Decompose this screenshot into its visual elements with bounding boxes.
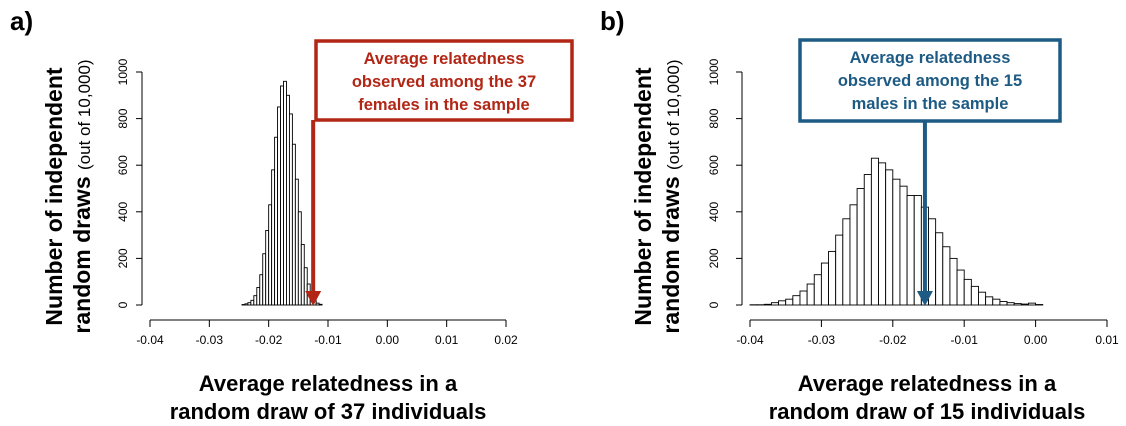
y-axis-label-line1: Number of independent <box>630 67 656 325</box>
histogram-bar <box>835 234 844 306</box>
annotation-text: Average relatedness <box>364 50 525 68</box>
histogram-bar <box>942 246 951 306</box>
x-tick-label: -0.04 <box>136 333 164 347</box>
x-tick-label: -0.03 <box>808 333 836 347</box>
histogram-bar <box>842 218 851 306</box>
annotation-text: females in the sample <box>358 96 530 114</box>
histogram-bar <box>978 291 987 306</box>
histogram-bar <box>820 262 829 306</box>
x-tick-label: -0.01 <box>314 333 342 347</box>
histogram-bar <box>856 188 865 306</box>
histogram-bar <box>799 290 808 306</box>
annotation-text: observed among the 15 <box>838 72 1022 90</box>
x-tick-label: -0.02 <box>879 333 907 347</box>
histogram-bar <box>949 257 958 306</box>
y-tick-label: 600 <box>116 155 130 175</box>
x-tick-label: -0.01 <box>951 333 979 347</box>
histogram-bar <box>970 285 979 306</box>
y-tick-label: 0 <box>116 301 130 308</box>
annotation-text: males in the sample <box>852 95 1009 113</box>
histogram-bar <box>992 298 1001 306</box>
y-axis-label-line2: random draws (out of 10,000) <box>69 59 95 333</box>
annotation-text: observed among the 37 <box>352 73 536 91</box>
x-tick-label: 0.02 <box>494 333 518 347</box>
histogram-bar <box>878 162 887 306</box>
histogram-bar <box>785 298 794 306</box>
panel-label: a) <box>10 6 33 36</box>
y-tick-label: 1000 <box>707 58 721 85</box>
y-tick-label: 0 <box>707 301 721 308</box>
histogram-bar <box>778 300 787 306</box>
x-tick-label: 0.01 <box>1095 333 1119 347</box>
y-tick-label: 400 <box>707 201 721 221</box>
histogram-bar <box>863 174 872 306</box>
y-tick-label: 800 <box>707 108 721 128</box>
x-axis-label-line1: Average relatedness in a <box>199 371 458 396</box>
y-tick-label: 400 <box>116 201 130 221</box>
histogram-bar <box>956 269 965 306</box>
y-axis-label-line1: Number of independent <box>41 67 67 325</box>
y-tick-label: 800 <box>116 108 130 128</box>
histogram-bar <box>849 204 858 306</box>
x-tick-label: -0.03 <box>196 333 224 347</box>
x-tick-label: -0.04 <box>736 333 764 347</box>
histogram-bar <box>892 178 901 306</box>
annotation-arrow-head <box>916 291 933 306</box>
histogram-bar <box>806 283 815 306</box>
y-tick-label: 200 <box>707 248 721 268</box>
panel-a: a) Number of independent random draws (out… <box>10 6 574 424</box>
annotation-arrow-head <box>305 291 322 306</box>
x-tick-label: 0.01 <box>435 333 459 347</box>
histogram-bar <box>935 232 944 306</box>
histogram-bar <box>885 169 894 306</box>
x-tick-label: 0.00 <box>1024 333 1048 347</box>
panel-b: b) Number of independent random draws (out… <box>600 6 1119 424</box>
annotation-text: Average relatedness <box>850 49 1011 67</box>
histogram-bar <box>985 296 994 306</box>
histogram-bar <box>963 278 972 306</box>
y-tick-label: 200 <box>116 248 130 268</box>
histogram-bar <box>1006 302 1015 306</box>
annotation-box <box>798 38 1062 123</box>
histogram-bar <box>763 303 772 306</box>
x-axis-label-line2: random draw of 37 individuals <box>170 399 487 424</box>
y-axis-label-line2: random draws (out of 10,000) <box>658 59 684 333</box>
x-axis-label-line1: Average relatedness in a <box>798 371 1057 396</box>
y-tick-label: 600 <box>707 155 721 175</box>
y-tick-label: 1000 <box>116 58 130 85</box>
histogram-bar <box>1020 303 1029 306</box>
histogram-bar <box>318 303 323 306</box>
annotation-box <box>314 39 574 122</box>
x-tick-label: -0.02 <box>255 333 283 347</box>
panel-label: b) <box>600 6 625 36</box>
histogram-bar <box>813 274 822 306</box>
histogram-bar <box>899 185 908 306</box>
histogram-bar <box>1013 303 1022 306</box>
histogram-bar <box>999 301 1008 306</box>
histogram-bar <box>870 157 879 306</box>
x-axis-label-line2: random draw of 15 individuals <box>769 399 1086 424</box>
histogram-bar <box>792 295 801 306</box>
histogram-bar <box>828 250 837 306</box>
histogram-bar <box>770 302 780 306</box>
x-tick-label: 0.00 <box>376 333 400 347</box>
histogram-bar <box>1028 302 1037 306</box>
histogram-bar <box>913 195 922 306</box>
histogram-bar <box>906 195 915 306</box>
